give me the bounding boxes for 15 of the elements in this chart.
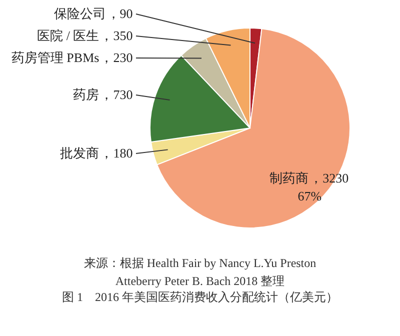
slice-label: 制药商 xyxy=(270,170,309,186)
data-label: ，730 xyxy=(100,86,133,102)
slice-label: 药房 xyxy=(73,86,100,102)
data-label: ，90 xyxy=(106,6,133,21)
data-label: ，350 xyxy=(100,28,133,43)
slice-label: 医院 / 医生 xyxy=(37,28,100,43)
source-note: 来源：根据 Health Fair by Nancy L.Yu Preston Atteberry Peter B. Bach 2018 整理 xyxy=(84,256,316,288)
slice-label: 保险公司 xyxy=(54,6,106,21)
data-label: ，3230 xyxy=(310,170,349,186)
data-label: ，230 xyxy=(100,50,133,65)
slice-label: 药房管理 PBMs xyxy=(11,50,100,65)
data-label: ，180 xyxy=(100,146,133,161)
slice-label: 批发商 xyxy=(60,146,100,161)
text: 67% xyxy=(298,188,322,204)
text: 图 1 2016 年美国医药消费收入分配统计（亿美元） xyxy=(62,290,338,304)
